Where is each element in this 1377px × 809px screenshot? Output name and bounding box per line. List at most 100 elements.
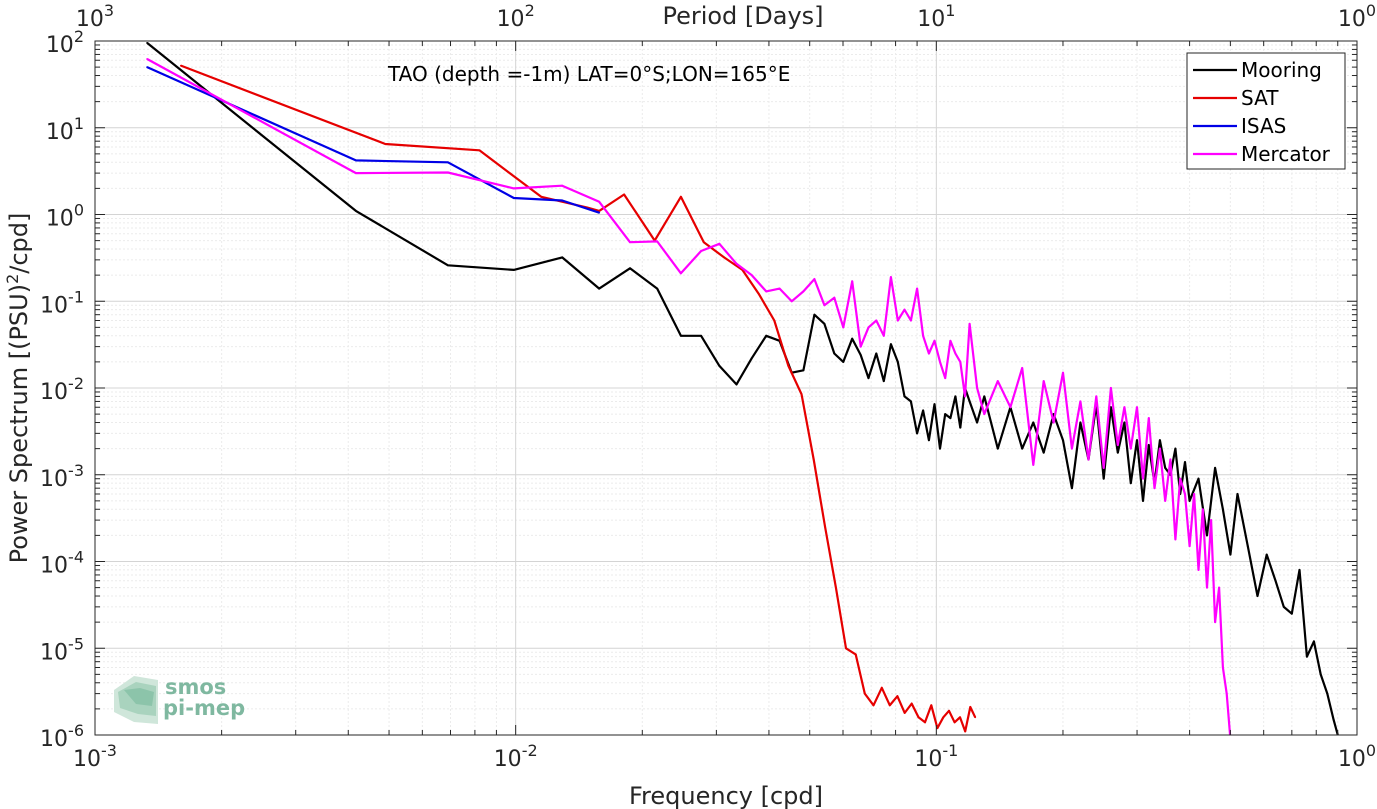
data-point-sat bbox=[787, 365, 790, 367]
data-point-mercator bbox=[1021, 367, 1024, 369]
top-tick-exp: 0 bbox=[1366, 1, 1376, 20]
data-point-mooring bbox=[1110, 406, 1112, 409]
data-point-mercator bbox=[700, 250, 702, 252]
data-point-mooring bbox=[944, 413, 947, 415]
data-point-sat bbox=[924, 721, 926, 724]
data-point-mooring bbox=[867, 377, 870, 379]
x-tick-label-3: 100 bbox=[1338, 741, 1376, 772]
data-point-sat bbox=[903, 712, 906, 714]
data-point-mercator bbox=[1110, 387, 1112, 389]
data-point-isas bbox=[355, 159, 357, 162]
x-tick-label-2: 10-1 bbox=[914, 741, 958, 772]
data-point-sat bbox=[953, 721, 956, 724]
data-point-sat bbox=[863, 692, 866, 695]
data-point-isas bbox=[512, 197, 515, 199]
y-tick-exp: 0 bbox=[74, 201, 84, 220]
data-point-mooring bbox=[1326, 692, 1329, 695]
legend-label-mercator: Mercator bbox=[1241, 142, 1331, 166]
data-point-sat bbox=[598, 210, 601, 212]
data-point-mercator bbox=[1201, 508, 1204, 511]
data-point-mooring bbox=[903, 395, 906, 398]
top-tick-label-0: 103 bbox=[76, 1, 114, 32]
data-point-mercator bbox=[1009, 406, 1012, 409]
data-point-mooring bbox=[1032, 421, 1035, 424]
data-point-mercator bbox=[922, 334, 924, 337]
data-point-mooring bbox=[1079, 421, 1082, 424]
data-point-mooring bbox=[1136, 439, 1138, 442]
data-point-mooring bbox=[561, 256, 564, 259]
data-point-mooring bbox=[1229, 553, 1232, 556]
data-point-mooring bbox=[833, 352, 836, 355]
data-point-mooring bbox=[718, 365, 721, 367]
data-point-mooring bbox=[735, 383, 738, 386]
data-point-sat bbox=[773, 319, 776, 322]
data-point-mercator bbox=[882, 334, 885, 337]
data-point-mercator bbox=[735, 262, 738, 265]
series-points-mercator bbox=[146, 58, 1228, 695]
data-point-mooring bbox=[933, 403, 936, 406]
data-point-mercator bbox=[561, 184, 564, 187]
data-point-mooring bbox=[1222, 508, 1224, 511]
data-point-mooring bbox=[949, 417, 952, 419]
data-point-mooring bbox=[146, 42, 149, 44]
data-point-sat bbox=[880, 686, 883, 689]
data-point-mooring bbox=[1206, 534, 1208, 537]
y-axis-title-main: Power Spectrum [(PSU) bbox=[5, 284, 33, 563]
y-tick-label-8: 102 bbox=[46, 27, 84, 58]
data-point-mooring bbox=[1147, 444, 1150, 446]
data-point-mooring bbox=[896, 361, 899, 363]
data-point-mooring bbox=[851, 337, 854, 340]
data-point-mooring bbox=[928, 439, 930, 442]
data-point-mooring bbox=[968, 400, 971, 403]
legend-label-sat: SAT bbox=[1241, 86, 1279, 110]
y-tick-exp: -3 bbox=[68, 461, 84, 480]
data-point-mooring bbox=[916, 432, 918, 435]
data-point-mooring bbox=[1164, 467, 1167, 469]
data-point-mercator bbox=[1214, 621, 1216, 623]
data-point-mercator bbox=[933, 339, 936, 342]
data-point-sat bbox=[930, 704, 933, 707]
x-tick-exp: -3 bbox=[101, 741, 117, 760]
data-point-sat bbox=[964, 730, 967, 733]
y-tick-label-5: 10-1 bbox=[40, 287, 84, 318]
data-point-mooring bbox=[882, 380, 885, 382]
data-point-mooring bbox=[1142, 500, 1144, 502]
data-point-mercator bbox=[1095, 395, 1098, 398]
data-point-mooring bbox=[922, 409, 924, 412]
data-point-sat bbox=[384, 143, 387, 145]
data-point-mooring bbox=[1159, 439, 1161, 442]
data-point-mercator bbox=[790, 300, 793, 303]
data-point-mercator bbox=[1136, 406, 1138, 409]
legend: Mooring SAT ISAS Mercator bbox=[1186, 52, 1346, 170]
data-point-mercator bbox=[1188, 545, 1191, 548]
data-point-mercator bbox=[1062, 371, 1064, 374]
series-line-mercator bbox=[146, 58, 1232, 735]
data-point-sat bbox=[888, 704, 891, 707]
data-point-mercator bbox=[1123, 406, 1126, 409]
data-point-sat bbox=[942, 716, 945, 719]
data-point-mooring bbox=[1102, 477, 1105, 480]
data-point-mooring bbox=[859, 354, 862, 356]
data-point-mooring bbox=[1265, 553, 1268, 556]
data-point-mercator bbox=[823, 304, 826, 307]
top-tick-label-1: 102 bbox=[497, 1, 535, 32]
data-point-mercator bbox=[1169, 458, 1172, 461]
y-tick-base: 10 bbox=[40, 380, 68, 405]
data-point-mercator bbox=[1052, 421, 1055, 424]
data-point-mooring bbox=[1197, 477, 1200, 480]
data-point-mercator bbox=[1079, 400, 1082, 403]
data-point-sat bbox=[702, 241, 705, 244]
data-point-mercator bbox=[629, 241, 631, 244]
top-tick-exp: 1 bbox=[945, 1, 955, 20]
series-points-isas bbox=[146, 66, 601, 214]
x-tick-exp: -1 bbox=[942, 741, 958, 760]
y-tick-exp: -1 bbox=[68, 287, 84, 306]
data-point-mercator bbox=[842, 326, 845, 329]
data-point-sat bbox=[758, 293, 760, 296]
data-point-mercator bbox=[1153, 487, 1156, 490]
data-point-mooring bbox=[680, 334, 682, 337]
data-point-mooring bbox=[700, 334, 702, 337]
y-tick-label-1: 10-5 bbox=[40, 634, 84, 665]
data-point-mooring bbox=[1319, 673, 1322, 676]
data-point-mooring bbox=[1290, 612, 1293, 615]
